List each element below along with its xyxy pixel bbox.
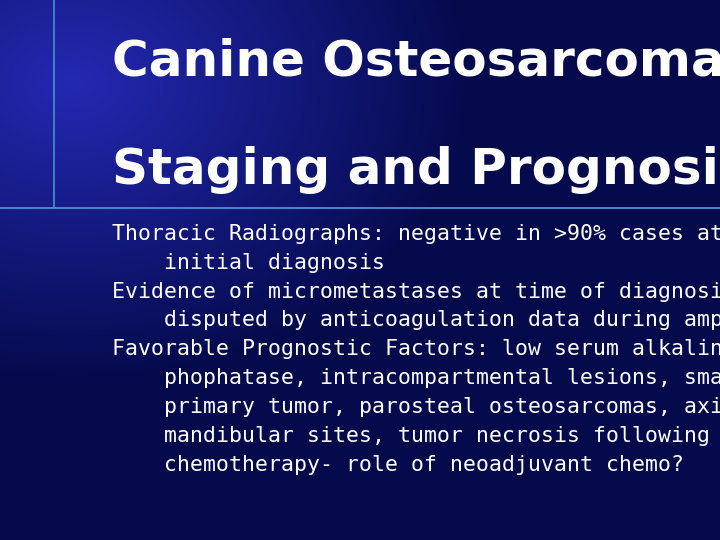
Text: Thoracic Radiographs: negative in >90% cases at
    initial diagnosis
Evidence o: Thoracic Radiographs: negative in >90% c… [112, 224, 720, 475]
Bar [53, 0, 55, 208]
Text: Canine Osteosarcoma-: Canine Osteosarcoma- [112, 38, 720, 86]
Text: Staging and Prognosis: Staging and Prognosis [112, 146, 720, 194]
